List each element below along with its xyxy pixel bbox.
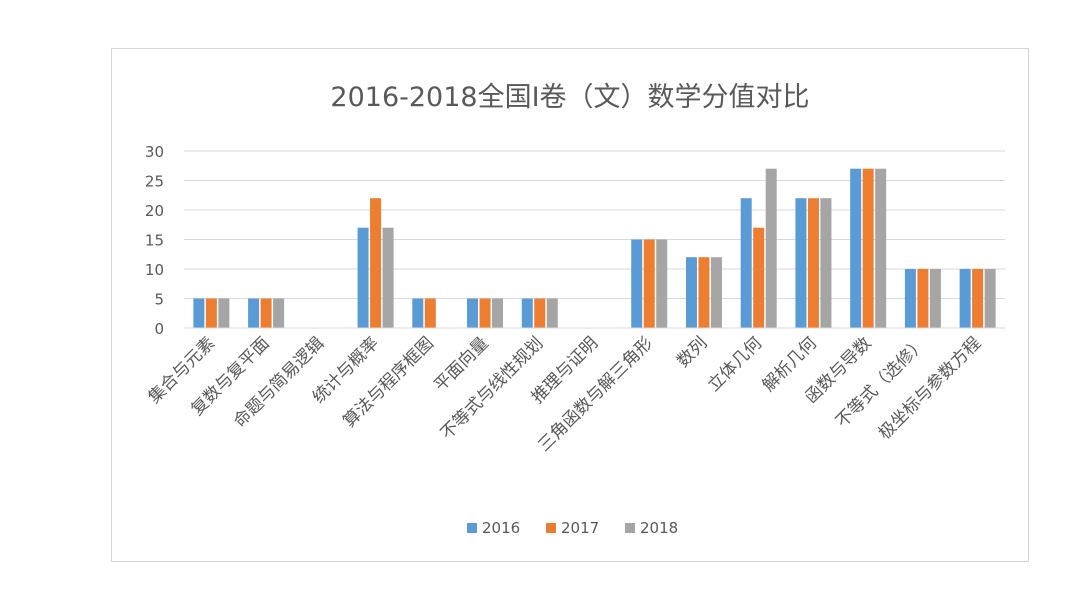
legend-swatch-2017 (546, 523, 556, 533)
legend-label: 2016 (482, 519, 520, 537)
legend-swatch-2016 (467, 523, 477, 533)
bar-2018 (710, 257, 722, 328)
bar-2018 (929, 269, 941, 328)
chart-title: 2016-2018全国Ⅰ卷（文）数学分值对比 (330, 82, 809, 113)
y-tick-label: 5 (154, 291, 164, 309)
bar-2018 (875, 168, 887, 328)
bar-2016 (467, 298, 479, 328)
bar-2016 (685, 257, 697, 328)
bar-2018 (492, 298, 504, 328)
bar-2018 (984, 269, 996, 328)
bar-2017 (807, 198, 819, 328)
bar-2018 (273, 298, 285, 328)
legend-label: 2017 (561, 519, 599, 537)
bar-2017 (534, 298, 546, 328)
bar-2017 (643, 239, 655, 328)
bar-2017 (370, 198, 382, 328)
bar-2016 (521, 298, 533, 328)
y-tick-label: 15 (145, 232, 164, 250)
bar-2017 (698, 257, 710, 328)
legend-label: 2018 (640, 519, 678, 537)
bar-2017 (917, 269, 929, 328)
bar-2016 (631, 239, 643, 328)
bar-2016 (412, 298, 424, 328)
y-tick-label: 30 (145, 143, 164, 161)
bar-2017 (205, 298, 217, 328)
category-label: 极坐标与参数方程 (875, 333, 985, 443)
bar-2018 (382, 227, 394, 328)
bar-2017 (260, 298, 272, 328)
bar-2016 (248, 298, 260, 328)
bar-2016 (904, 269, 916, 328)
bar-2016 (850, 168, 862, 328)
category-label: 不等式与线性规划 (437, 333, 547, 443)
bar-2016 (357, 227, 369, 328)
bar-2016 (795, 198, 807, 328)
y-tick-label: 25 (145, 173, 164, 191)
bar-2018 (765, 168, 777, 328)
legend: 2016 2017 2018 (467, 519, 678, 537)
bar-2018 (820, 198, 832, 328)
legend-swatch-2018 (625, 523, 635, 533)
y-tick-label: 0 (154, 320, 164, 338)
y-axis-ticks: 0 5 10 15 20 25 30 (145, 143, 164, 338)
category-label: 数列 (673, 333, 711, 371)
category-labels: 集合与元素复数与复平面命题与简易逻辑统计与概率算法与程序框图平面向量不等式与线性… (145, 333, 986, 455)
bar-2018 (656, 239, 668, 328)
bar-2016 (959, 269, 971, 328)
bar-2016 (740, 198, 752, 328)
bar-2017 (753, 227, 765, 328)
bar-2017 (424, 298, 436, 328)
bar-2018 (218, 298, 230, 328)
bar-2018 (546, 298, 558, 328)
category-label: 立体几何 (704, 333, 766, 395)
bar-2017 (862, 168, 874, 328)
bar-2016 (193, 298, 205, 328)
y-tick-label: 20 (145, 202, 164, 220)
bar-2017 (972, 269, 984, 328)
y-tick-label: 10 (145, 261, 164, 279)
bars (193, 168, 996, 328)
bar-2017 (479, 298, 491, 328)
